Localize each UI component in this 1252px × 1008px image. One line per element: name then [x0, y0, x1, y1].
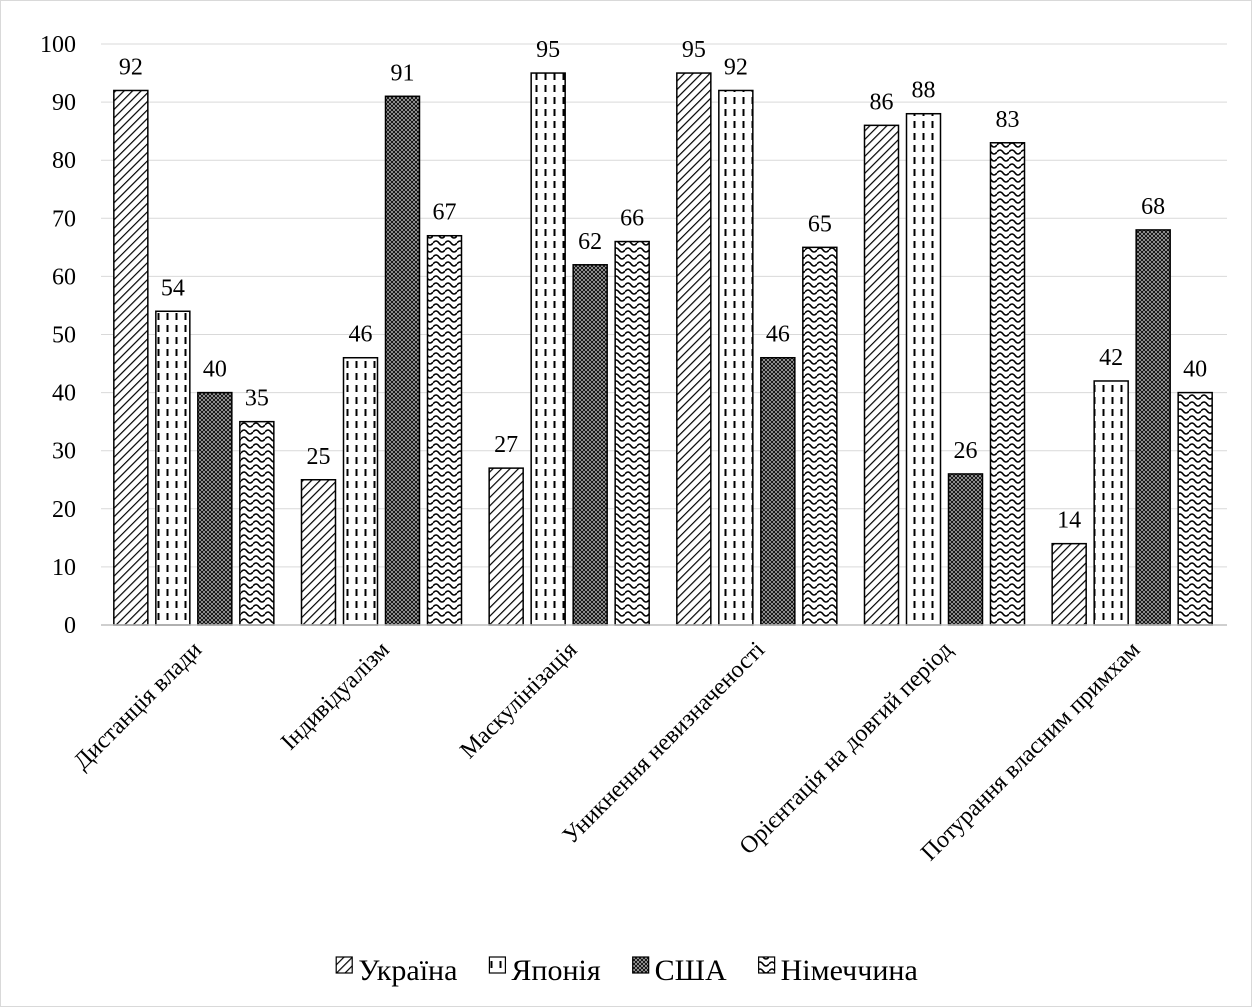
bar-сша [1135, 229, 1171, 626]
data-label: 95 [536, 37, 560, 63]
legend-swatch [758, 956, 776, 974]
bar-україна [863, 124, 900, 626]
category-label: Потурання власним примхам [916, 637, 1145, 866]
y-axis-tick-labels: 0 10 20 30 40 50 60 70 80 90 100 [40, 32, 76, 639]
legend-item-японія: Японія [488, 954, 601, 987]
y-tick-label: 60 [52, 264, 76, 290]
legend-label: Україна [358, 954, 457, 987]
bar-україна [676, 72, 712, 626]
y-tick-label: 30 [52, 439, 76, 465]
y-tick-label: 100 [40, 32, 76, 58]
data-label: 62 [578, 229, 602, 255]
y-tick-label: 20 [52, 497, 76, 523]
bar-сша [197, 391, 233, 626]
category-label: Індивідуалізм [276, 637, 395, 756]
legend-item-німеччина: Німеччина [758, 954, 918, 987]
legend-label: Німеччина [781, 954, 918, 987]
legend-swatch [488, 956, 507, 974]
bar-сша [947, 473, 984, 626]
data-label: 95 [682, 37, 706, 63]
bars [113, 72, 1213, 626]
bar-японія [530, 72, 566, 626]
bar-японія [1093, 380, 1129, 626]
bar-україна [488, 467, 524, 626]
bar-японія [342, 356, 379, 626]
bar-німеччина [802, 246, 838, 626]
data-label: 35 [245, 386, 269, 412]
category-labels: Дистанція влади Індивідуалізм Маскулінізац… [69, 637, 1146, 866]
legend-label: США [655, 954, 727, 987]
data-label: 46 [349, 322, 373, 348]
category-label: Орієнтація на довгий період [735, 637, 958, 860]
bar-німеччина [426, 234, 463, 626]
data-label: 92 [119, 54, 143, 80]
data-labels: 92 54 40 35 25 46 91 67 27 95 62 66 95 92 46 65 86 88 26 83… [119, 37, 1207, 534]
category-label: Маскулінізація [455, 637, 582, 764]
y-tick-label: 10 [52, 555, 76, 581]
data-label: 42 [1099, 345, 1123, 371]
legend-swatch [632, 956, 650, 974]
legend-item-сша: США [632, 954, 727, 987]
bar-сша [384, 95, 421, 626]
data-label: 67 [433, 200, 457, 226]
y-tick-label: 50 [52, 323, 76, 349]
y-tick-label: 70 [52, 206, 76, 232]
bar-японія [718, 89, 754, 626]
legend-swatch [335, 956, 353, 974]
legend: Україна Японія США Німеччина [335, 954, 918, 987]
data-label: 66 [620, 206, 644, 232]
data-label: 26 [954, 438, 978, 464]
data-label: 92 [724, 54, 748, 80]
bar-німеччина [989, 142, 1026, 626]
bar-німеччина [614, 240, 650, 626]
data-label: 25 [307, 444, 331, 470]
data-label: 68 [1141, 194, 1165, 220]
legend-item-україна: Україна [335, 954, 457, 987]
data-label: 46 [766, 322, 790, 348]
y-tick-label: 80 [52, 148, 76, 174]
bar-німеччина [239, 420, 275, 626]
legend-label: Японія [511, 954, 600, 987]
data-label: 88 [912, 78, 936, 104]
bar-японія [905, 112, 942, 626]
bar-японія [155, 310, 191, 626]
bar-україна [300, 479, 337, 626]
data-label: 83 [996, 107, 1020, 133]
y-tick-label: 40 [52, 381, 76, 407]
data-label: 40 [1183, 357, 1207, 383]
bar-сша [572, 264, 608, 626]
category-label: Уникнення невизначеності [558, 637, 770, 849]
bar-україна [1051, 542, 1087, 626]
y-tick-label: 90 [52, 90, 76, 116]
bar-німеччина [1177, 391, 1213, 626]
data-label: 40 [203, 357, 227, 383]
data-label: 27 [494, 432, 518, 458]
data-label: 54 [161, 275, 185, 301]
data-label: 14 [1057, 508, 1081, 534]
y-tick-label: 0 [64, 613, 76, 639]
bar-україна [113, 89, 149, 626]
category-label: Дистанція влади [69, 637, 207, 775]
data-label: 65 [808, 211, 832, 237]
gridlines [101, 43, 1227, 568]
bar-сша [760, 356, 796, 626]
data-label: 86 [870, 89, 894, 115]
data-label: 91 [391, 60, 415, 86]
